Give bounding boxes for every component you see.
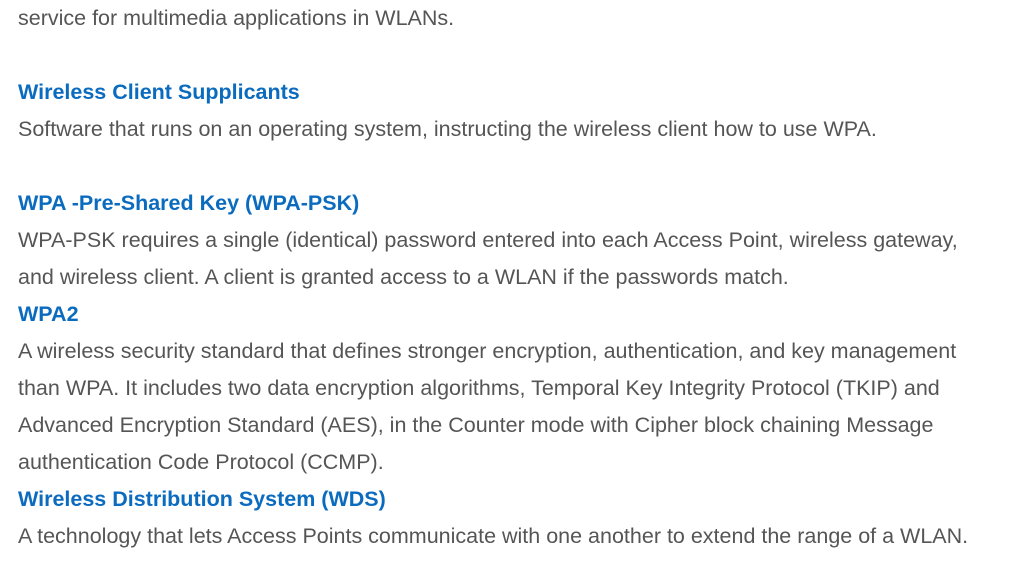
- entry-term: Wireless Distribution System (WDS): [18, 481, 998, 518]
- entry-body: A wireless security standard that define…: [18, 333, 998, 481]
- spacer: [18, 37, 998, 74]
- spacer: [18, 148, 998, 185]
- glossary-page: service for multimedia applications in W…: [0, 0, 1016, 555]
- entry-body: WPA-PSK requires a single (identical) pa…: [18, 222, 998, 296]
- entry-body: service for multimedia applications in W…: [18, 0, 998, 37]
- entry-body: A technology that lets Access Points com…: [18, 518, 998, 555]
- entry-term: Wireless Client Supplicants: [18, 74, 998, 111]
- entry-body: Software that runs on an operating syste…: [18, 111, 998, 148]
- entry-term: WPA2: [18, 296, 998, 333]
- entry-term: WPA -Pre-Shared Key (WPA-PSK): [18, 185, 998, 222]
